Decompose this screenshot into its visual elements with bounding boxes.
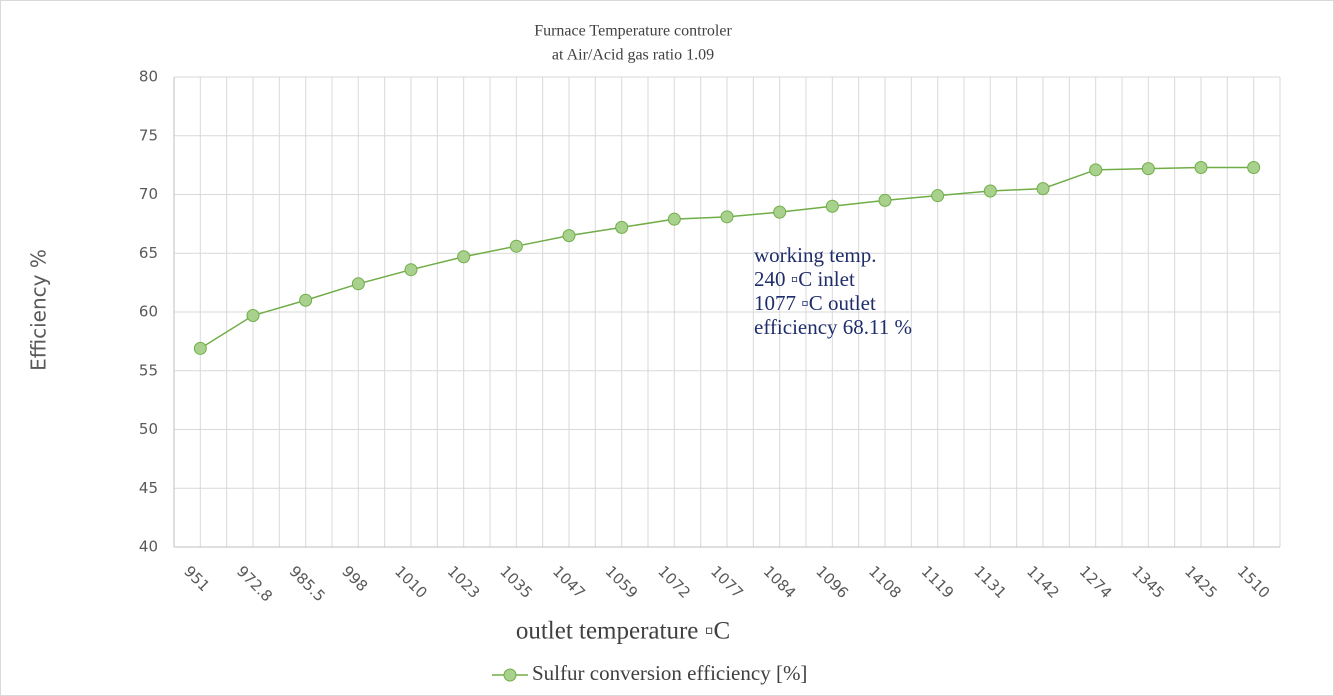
data-point	[562, 229, 576, 243]
data-point	[615, 220, 629, 234]
data-point	[931, 189, 945, 203]
data-point	[457, 250, 471, 264]
y-tick-label: 65	[139, 244, 158, 262]
data-point	[1089, 163, 1103, 177]
y-tick-label: 70	[139, 185, 158, 203]
data-point	[1036, 182, 1050, 196]
annotation: efficiency 68.11 %	[754, 315, 912, 339]
annotation: working temp.	[754, 243, 876, 267]
data-point	[404, 263, 418, 277]
data-point	[1247, 160, 1261, 174]
data-point	[1194, 160, 1208, 174]
data-point	[193, 341, 207, 355]
y-tick-label: 45	[139, 479, 158, 497]
y-tick-label: 50	[139, 420, 158, 438]
legend-marker	[503, 668, 517, 682]
y-axis-label: Efficiency %	[27, 249, 51, 371]
legend-label: Sulfur conversion efficiency [%]	[532, 661, 807, 685]
annotation: 1077 ▫C outlet	[754, 291, 876, 315]
data-point	[720, 210, 734, 224]
chart-subtitle: at Air/Acid gas ratio 1.09	[552, 47, 714, 64]
y-tick-label: 55	[139, 361, 158, 379]
annotation: 240 ▫C inlet	[754, 267, 855, 291]
data-point	[773, 205, 787, 219]
data-point	[246, 309, 260, 323]
y-tick-label: 75	[139, 126, 158, 144]
y-tick-label: 60	[139, 303, 158, 321]
data-point	[1141, 162, 1155, 176]
data-point	[351, 277, 365, 291]
data-point	[509, 239, 523, 253]
data-point	[983, 184, 997, 198]
data-point	[825, 199, 839, 213]
x-axis-label: outlet temperature ▫C	[516, 618, 730, 645]
y-tick-label: 80	[139, 68, 158, 86]
y-tick-label: 40	[139, 538, 158, 556]
data-point	[667, 212, 681, 226]
chart-title: Furnace Temperature controler	[534, 23, 732, 40]
data-point	[299, 293, 313, 307]
data-point	[878, 193, 892, 207]
